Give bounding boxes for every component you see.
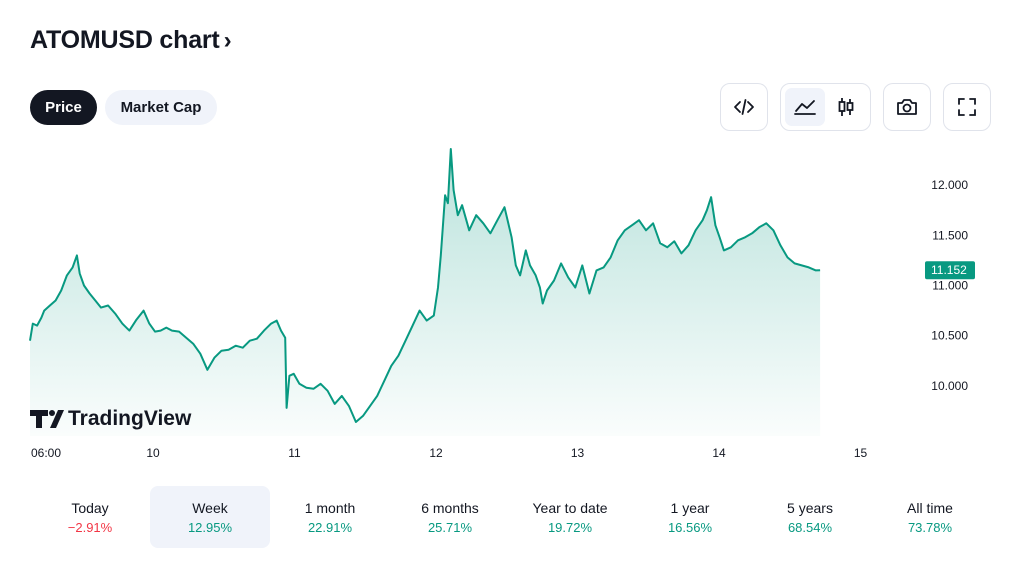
period-selector: Today −2.91% Week 12.95% 1 month 22.91% 6 mont… [30, 486, 990, 548]
period-label: Year to date [532, 499, 608, 516]
y-tick-label: 11.500 [932, 228, 968, 242]
period-change: 25.71% [427, 519, 473, 535]
period-tab[interactable]: Today −2.91% [30, 486, 150, 548]
area-chart-button[interactable] [785, 88, 825, 126]
period-tab[interactable]: 1 year 16.56% [630, 486, 750, 548]
period-label: All time [907, 499, 953, 516]
chart-title: ATOMUSD chart [30, 26, 220, 54]
x-tick-label: 13 [571, 446, 585, 460]
period-tab[interactable]: Week 12.95% [150, 486, 270, 548]
x-tick-label: 11 [288, 446, 301, 460]
market-cap-toggle-button[interactable]: Market Cap [105, 90, 217, 125]
price-line [29, 148, 821, 423]
x-axis: 06:00 10 11 12 13 14 15 [31, 446, 868, 460]
x-tick-label: 10 [146, 446, 160, 460]
period-label: Week [192, 499, 228, 516]
embed-button[interactable] [720, 83, 768, 131]
period-tab[interactable]: 5 years 68.54% [750, 486, 870, 548]
period-change: 12.95% [187, 519, 233, 535]
period-change: 68.54% [787, 519, 833, 535]
period-tab[interactable]: 1 month 22.91% [270, 486, 390, 548]
tradingview-watermark: TradingView [30, 407, 192, 430]
period-change: 22.91% [307, 519, 353, 535]
tradingview-logo-icon [30, 410, 64, 428]
fullscreen-icon [958, 98, 976, 116]
chevron-right-icon: › [223, 26, 232, 54]
candlestick-button[interactable] [826, 88, 866, 126]
screenshot-button[interactable] [883, 83, 931, 131]
y-tick-label: 11.000 [932, 278, 968, 292]
period-change: 16.56% [667, 519, 713, 535]
period-change: 73.78% [907, 519, 953, 535]
tradingview-wordmark: TradingView [68, 407, 192, 430]
chart-style-group [780, 83, 871, 131]
price-toggle-button[interactable]: Price [30, 90, 97, 125]
period-label: 5 years [787, 499, 833, 516]
period-tab[interactable]: 6 months 25.71% [390, 486, 510, 548]
area-chart-icon [794, 100, 816, 115]
period-tab[interactable]: Year to date 19.72% [510, 486, 630, 548]
period-change: 19.72% [547, 519, 593, 535]
y-tick-label: 10.000 [931, 379, 968, 393]
price-chart[interactable]: 12.000 11.500 11.000 10.500 10.000 06:00 10 11… [0, 140, 1024, 470]
period-tab[interactable]: All time 73.78% [870, 486, 990, 548]
price-area-fill [30, 149, 821, 436]
period-change: −2.91% [67, 519, 113, 535]
x-tick-label: 15 [854, 446, 868, 460]
y-axis: 12.000 11.500 11.000 10.500 10.000 [931, 178, 968, 393]
last-price-label: 11.152 [931, 263, 967, 277]
period-label: Today [71, 499, 109, 516]
x-tick-label: 12 [429, 446, 443, 460]
embed-code-icon [734, 99, 754, 115]
y-tick-label: 10.500 [931, 329, 968, 343]
last-price-badge: 11.152 [925, 261, 975, 280]
candlestick-icon [838, 98, 854, 116]
x-tick-label: 14 [712, 446, 726, 460]
period-label: 1 month [304, 499, 356, 516]
camera-icon [897, 99, 917, 115]
page-title[interactable]: ATOMUSD chart › [30, 26, 232, 55]
fullscreen-button[interactable] [943, 83, 991, 131]
x-tick-label: 06:00 [31, 446, 61, 460]
last-price-badge-bg [925, 261, 975, 280]
period-label: 6 months [421, 499, 479, 516]
period-label: 1 year [670, 499, 710, 516]
y-tick-label: 12.000 [931, 178, 968, 192]
